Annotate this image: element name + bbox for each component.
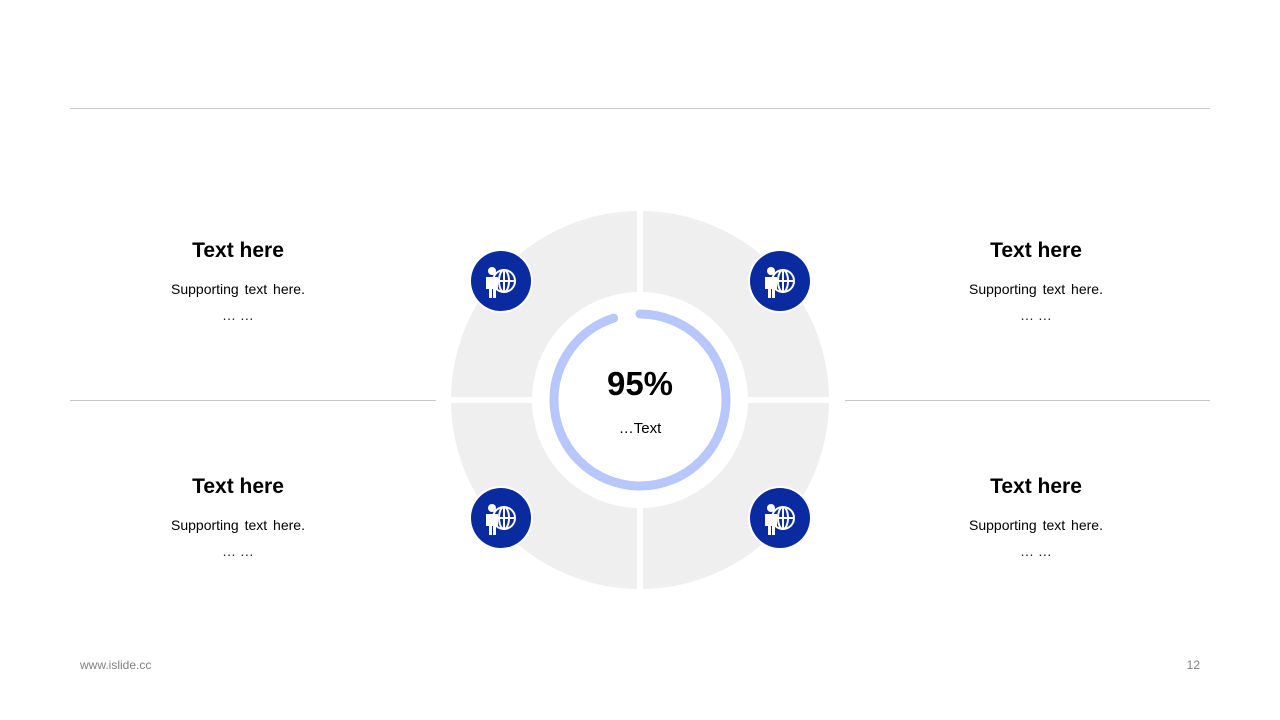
segment-top-right xyxy=(643,211,829,397)
text-block-top-right: Text here Supporting text here. … … xyxy=(886,239,1186,323)
page-number: 12 xyxy=(1186,658,1200,672)
segment-bottom-left xyxy=(451,403,637,589)
segment-top-left xyxy=(451,211,637,397)
text-block-bottom-right: Text here Supporting text here. … … xyxy=(886,475,1186,559)
segment-bottom-right xyxy=(643,403,829,589)
block-supporting-text: Supporting text here. xyxy=(171,517,305,533)
progress-ring xyxy=(549,309,731,491)
person-globe-icon xyxy=(468,248,534,314)
person-globe-icon xyxy=(747,248,813,314)
block-supporting-text: Supporting text here. xyxy=(969,281,1103,297)
text-block-top-left: Text here Supporting text here. … … xyxy=(88,239,388,323)
left-mid-divider xyxy=(70,400,436,401)
progress-percent: 95% xyxy=(606,365,674,402)
block-ellipsis: … … xyxy=(1020,307,1052,323)
block-supporting-text: Supporting text here. xyxy=(171,281,305,297)
right-mid-divider xyxy=(845,400,1210,401)
block-title: Text here xyxy=(192,475,284,498)
block-ellipsis: … … xyxy=(1020,543,1052,559)
block-ellipsis: … … xyxy=(222,543,254,559)
block-ellipsis: … … xyxy=(222,307,254,323)
footer-url: www.islide.cc xyxy=(80,658,152,672)
text-block-bottom-left: Text here Supporting text here. … … xyxy=(88,475,388,559)
top-divider xyxy=(70,108,1210,109)
block-supporting-text: Supporting text here. xyxy=(969,517,1103,533)
block-title: Text here xyxy=(990,239,1082,262)
progress-caption: …Text xyxy=(618,420,662,437)
person-globe-icon xyxy=(747,485,813,551)
block-title: Text here xyxy=(990,475,1082,498)
block-title: Text here xyxy=(192,239,284,262)
person-globe-icon xyxy=(468,485,534,551)
